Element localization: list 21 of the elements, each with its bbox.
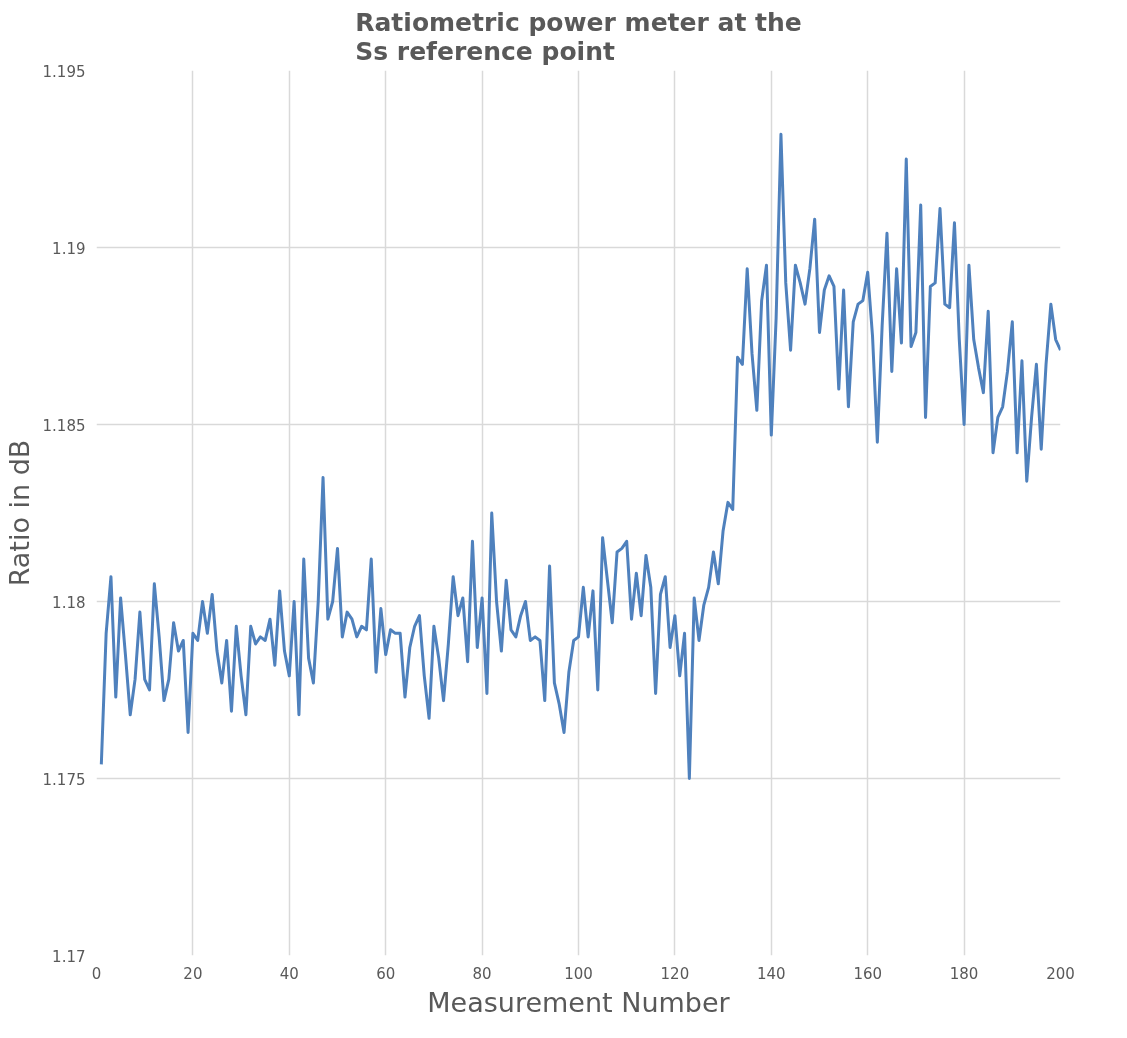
x-tick-label: 180: [949, 964, 979, 983]
chart-title: Ratiometric power meter at the Ss reference point: [355, 7, 802, 66]
line-series: [99, 132, 1061, 780]
y-tick-label: 1.19: [52, 239, 86, 258]
y-tick-label: 1.185: [42, 416, 86, 435]
y-tick-label: 1.175: [42, 770, 86, 789]
x-tick-label: 0: [91, 964, 102, 983]
x-tick-label: 60: [376, 964, 396, 983]
y-tick-label: 1.17: [52, 947, 86, 966]
x-tick-label: 160: [853, 964, 883, 983]
y-tick-label: 1.18: [52, 593, 86, 612]
x-tick-label: 80: [472, 964, 492, 983]
x-tick-label: 20: [183, 964, 203, 983]
y-axis-title: Ratio in dB: [3, 439, 35, 587]
x-tick-label: 140: [756, 964, 786, 983]
x-tick-label: 120: [660, 964, 690, 983]
x-tick-label: 40: [279, 964, 299, 983]
x-tick-label: 100: [564, 964, 593, 983]
y-tick-label: 1.195: [42, 62, 86, 81]
x-axis-title: Measurement Number: [427, 986, 731, 1018]
x-tick-label: 200: [1046, 964, 1075, 983]
